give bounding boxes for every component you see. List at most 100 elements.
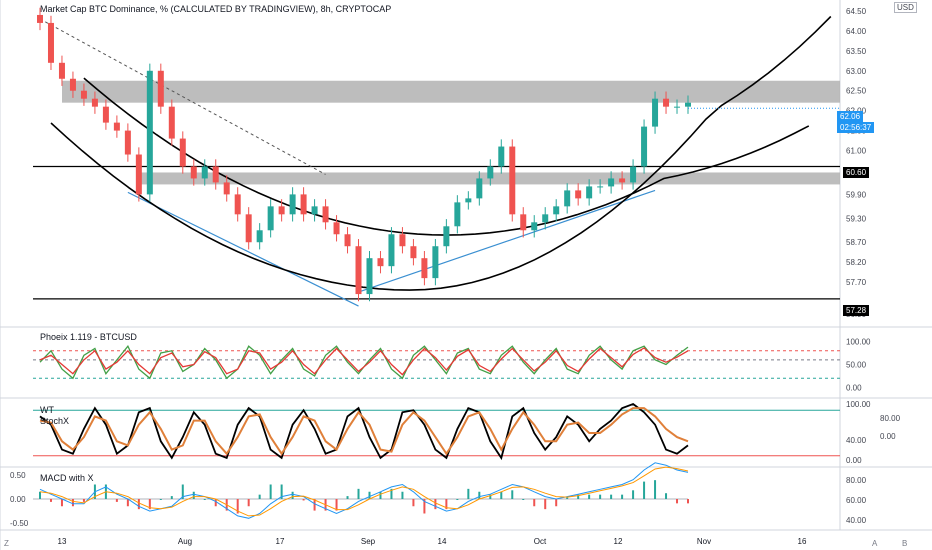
macd-histogram-bar: [665, 493, 668, 499]
candle-body: [630, 166, 637, 183]
macd-histogram-bar: [621, 494, 624, 499]
candle-body: [300, 194, 307, 215]
timezone-corner[interactable]: Z: [4, 539, 9, 548]
macd-histogram-bar: [687, 499, 689, 504]
last-price-tag: 62.06: [837, 111, 864, 122]
macd-histogram-bar: [357, 488, 360, 499]
macd-histogram-bar: [71, 499, 74, 507]
macd-histogram-bar: [654, 480, 657, 499]
macd-histogram-bar: [434, 499, 437, 510]
candle-body: [355, 246, 362, 295]
candle-body: [575, 190, 582, 199]
phoenix-tick-label: 100.00: [846, 338, 871, 347]
candle-body: [201, 166, 208, 179]
wt-WT-line: [39, 402, 689, 461]
candle-body: [47, 22, 54, 63]
macd-histogram-bar: [170, 496, 173, 499]
wt-StochX-line: [39, 407, 689, 456]
candle-body: [212, 166, 219, 183]
countdown-tag: 02:56:37: [837, 122, 875, 133]
price-tick-label: 58.70: [846, 238, 867, 247]
macd-right-tick-label: 40.00: [846, 516, 867, 525]
candle-body: [377, 258, 384, 267]
macd-histogram-bar: [610, 494, 613, 499]
macd-histogram-bar: [533, 499, 536, 507]
macd-histogram-bar: [258, 494, 261, 499]
candle-body: [179, 138, 186, 167]
candle-body: [608, 178, 615, 187]
candle-body: [124, 130, 131, 155]
level-tag-60-60: 60.60: [843, 167, 870, 178]
macd-histogram-bar: [203, 499, 206, 500]
time-tick-label: 14: [438, 537, 447, 546]
candle-body: [366, 258, 373, 295]
candle-body: [344, 234, 351, 247]
price-tick-label: 59.30: [846, 214, 867, 223]
candle-body: [58, 62, 65, 79]
candle-body: [168, 106, 175, 139]
candle-body: [498, 146, 505, 167]
macd-left-tick-label: 0.50: [10, 471, 26, 480]
candle-body: [432, 246, 439, 279]
log-scale-button[interactable]: B: [902, 539, 908, 548]
candle-body: [80, 90, 87, 99]
wt-tick-label: 40.00: [846, 436, 867, 445]
candle-body: [113, 122, 120, 131]
candle-body: [531, 222, 538, 231]
price-tick-label: 58.20: [846, 258, 867, 267]
macd-histogram-bar: [588, 494, 591, 499]
macd-signal-line: [39, 466, 689, 517]
macd-right-tick-label: 60.00: [846, 496, 867, 505]
macd-histogram-bar: [643, 481, 646, 499]
macd-histogram-bar: [676, 499, 679, 504]
macd-histogram-bar: [368, 491, 371, 499]
candle-body: [454, 202, 461, 227]
macd-histogram-bar: [599, 494, 602, 499]
candle-body: [641, 126, 648, 167]
candle-body: [190, 166, 197, 179]
candle-body: [410, 246, 417, 259]
candle-body: [487, 166, 494, 179]
macd-histogram-bar: [60, 499, 63, 507]
candle-body: [542, 214, 549, 223]
candle-body: [146, 70, 153, 195]
wt-tick-label: 100.00: [846, 400, 871, 409]
candle-body: [553, 206, 560, 215]
macd-macd-line: [39, 462, 689, 519]
wt-tick-label: 0.00: [880, 432, 896, 441]
level-tag-57-28: 57.28: [843, 305, 870, 316]
macd-histogram-bar: [500, 491, 503, 499]
candle-body: [685, 102, 691, 107]
macd-histogram-bar: [82, 499, 85, 502]
macd-histogram-bar: [467, 488, 470, 499]
candle-body: [674, 106, 681, 108]
price-tick-label: 64.50: [846, 7, 867, 16]
macd-histogram-bar: [49, 499, 52, 502]
macd-histogram-bar: [423, 499, 426, 514]
currency-button[interactable]: USD: [894, 2, 917, 13]
macd-histogram-bar: [126, 499, 129, 507]
auto-scale-button[interactable]: A: [872, 539, 878, 548]
candle-body: [597, 186, 604, 188]
candle-body: [509, 146, 516, 215]
candle-body: [520, 214, 527, 231]
macd-histogram-bar: [412, 499, 415, 507]
macd-histogram-bar: [577, 494, 580, 499]
candle-body: [388, 234, 395, 267]
price-tick-label: 59.90: [846, 190, 867, 199]
price-tick-label: 62.50: [846, 87, 867, 96]
candle-body: [267, 206, 274, 231]
candle-body: [333, 222, 340, 235]
macd-histogram-bar: [401, 491, 404, 499]
candle-body: [289, 194, 296, 215]
candle-body: [91, 98, 98, 107]
macd-histogram-bar: [522, 499, 525, 500]
wt-tick-label: 0.00: [846, 456, 862, 465]
candle-body: [278, 206, 285, 215]
time-tick-label: Nov: [697, 537, 711, 546]
macd-histogram-bar: [269, 484, 272, 499]
price-tick-label: 64.00: [846, 27, 867, 36]
wt-tick-label: 80.00: [880, 414, 901, 423]
macd-histogram-bar: [555, 499, 558, 507]
